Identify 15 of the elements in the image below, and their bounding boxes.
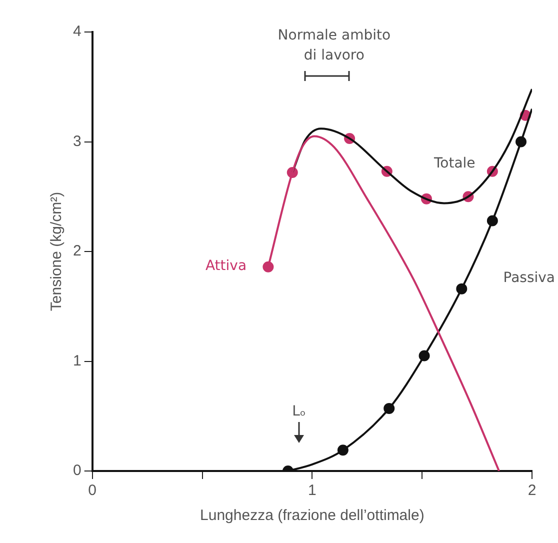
x-tick-label: 1 (308, 482, 316, 500)
series-label: Totale (432, 155, 476, 172)
series-label: Attiva (205, 258, 247, 274)
y-axis-title: Tensione (kg/cm²) (48, 192, 66, 312)
y-tick-label: 0 (73, 462, 82, 480)
y-tick-label: 3 (73, 132, 82, 150)
text: Passiva (503, 270, 555, 286)
x-tick-label: 0 (88, 482, 97, 500)
y-tick-label: 2 (73, 242, 82, 260)
annotation: Lₒ (292, 403, 306, 420)
x-tick-label: 2 (528, 482, 536, 500)
x-axis-title: Lunghezza (frazione dell’ottimale) (200, 507, 424, 524)
annotation: Normale ambito di lavoro (278, 28, 391, 64)
y-tick-label: 1 (73, 352, 82, 370)
y-tick-label: 4 (73, 23, 82, 40)
